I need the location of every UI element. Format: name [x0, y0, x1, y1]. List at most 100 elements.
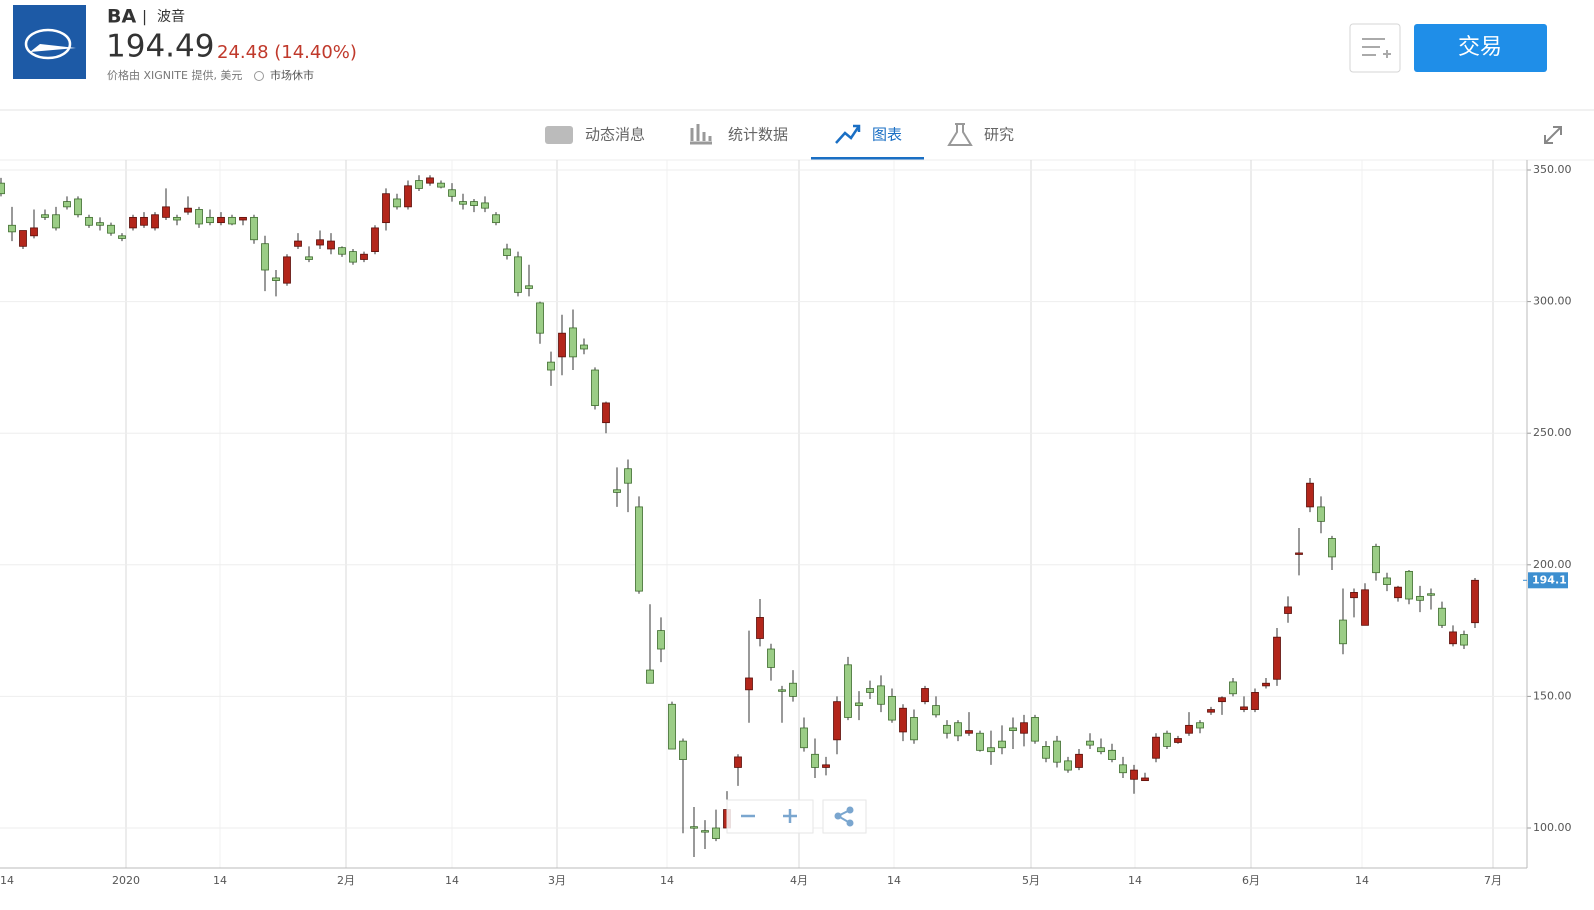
candle-body [1339, 619, 1347, 645]
candle-body [888, 695, 896, 721]
candle-body [1471, 579, 1479, 624]
x-tick-label: 2月 [337, 874, 355, 887]
zoom-panel [726, 799, 814, 834]
candle-body [1174, 738, 1182, 743]
candle-body [492, 214, 500, 224]
candle-body [877, 685, 885, 705]
candle-body [426, 177, 434, 184]
y-tick-label: 300.00 [1533, 295, 1572, 308]
candle-body [8, 224, 16, 233]
candle-body [151, 214, 159, 229]
tab-icon [545, 126, 573, 144]
candle-body [338, 247, 346, 255]
candle-body [712, 827, 720, 839]
zoom-in-button[interactable] [783, 809, 797, 823]
candle-body [118, 235, 126, 239]
button-label[interactable]: 交易 [1458, 35, 1502, 60]
candle-body [1141, 777, 1149, 782]
clock-icon [254, 71, 264, 81]
candle-body [404, 185, 412, 208]
candle-body [1031, 717, 1039, 742]
candle-body [129, 216, 137, 229]
candle-body [1460, 634, 1468, 646]
candle-body [921, 688, 929, 703]
candle-body [371, 227, 379, 252]
candle-body [1328, 538, 1336, 558]
candle-body [184, 207, 192, 213]
candle-body [734, 756, 742, 768]
candle-body [668, 703, 676, 750]
x-tick-label: 6月 [1242, 874, 1260, 887]
candle-body [1229, 681, 1237, 695]
logo [13, 5, 86, 79]
fullscreen-icon[interactable] [1544, 126, 1562, 144]
tab-label[interactable]: 统计数据 [728, 126, 788, 144]
candle-body [1218, 697, 1226, 703]
candle-body [855, 702, 863, 707]
trade-button[interactable]: 交易 [1414, 24, 1547, 72]
candle-body [1295, 552, 1303, 555]
candle-body [569, 327, 577, 358]
candle-body [1350, 592, 1358, 599]
candle-body [1207, 709, 1215, 713]
market-status: 市场休市 [270, 68, 314, 82]
candle-body [228, 216, 236, 225]
y-tick-label: 100.00 [1533, 821, 1572, 834]
candle-body [657, 630, 665, 650]
candle-body [844, 664, 852, 718]
candle-body [602, 402, 610, 424]
x-tick-label: 3月 [548, 874, 566, 887]
button-icon[interactable] [1362, 38, 1391, 58]
candle-body [415, 180, 423, 189]
candle-body [690, 826, 698, 829]
share-button[interactable] [834, 806, 854, 827]
button-frame[interactable] [1414, 24, 1547, 72]
x-tick-label: 7月 [1484, 874, 1502, 887]
tab-icon [947, 123, 973, 146]
candle-body [1306, 482, 1314, 508]
candle-body [1383, 577, 1391, 585]
candle-body [591, 369, 599, 406]
tab-label[interactable]: 动态消息 [585, 126, 645, 144]
candle-body [217, 216, 225, 224]
candle-body [173, 216, 181, 221]
candle-body [1361, 589, 1369, 626]
candle-body [360, 253, 368, 260]
candle-body [1262, 682, 1270, 687]
watchlist-button[interactable] [1349, 23, 1401, 73]
candle-body [305, 256, 313, 260]
candle-body [833, 701, 841, 741]
candle-body [206, 216, 214, 224]
candle-body [976, 732, 984, 751]
x-tick-label: 4月 [790, 874, 808, 887]
logo-mark [30, 44, 76, 52]
candle-body [1240, 706, 1248, 710]
candle-body [349, 251, 357, 263]
last-price-label: 194.11 [1532, 573, 1574, 586]
candle-body [822, 764, 830, 768]
candle-body [547, 361, 555, 371]
candle-body [96, 222, 104, 226]
candle-body [910, 717, 918, 741]
candle-body [63, 201, 71, 208]
candle-body [1416, 595, 1424, 601]
candle-body [393, 198, 401, 208]
candle-body [778, 689, 786, 692]
candle-body [789, 682, 797, 697]
candle-body [866, 688, 874, 693]
candle-body [1251, 692, 1259, 710]
candle-body [481, 202, 489, 209]
tab-label[interactable]: 图表 [872, 126, 902, 144]
candle-body [459, 201, 467, 205]
price-source: 价格由 XIGNITE 提供, 美元 [107, 68, 242, 82]
candle-body [0, 182, 5, 195]
candle-body [437, 182, 445, 188]
candle-body [52, 214, 60, 229]
share-icon[interactable] [835, 809, 851, 824]
price: 194.49 [106, 29, 214, 65]
tab-label[interactable]: 研究 [984, 126, 1014, 144]
y-tick-label: 150.00 [1533, 689, 1572, 702]
candle-body [1064, 760, 1072, 771]
candle-body [272, 277, 280, 281]
